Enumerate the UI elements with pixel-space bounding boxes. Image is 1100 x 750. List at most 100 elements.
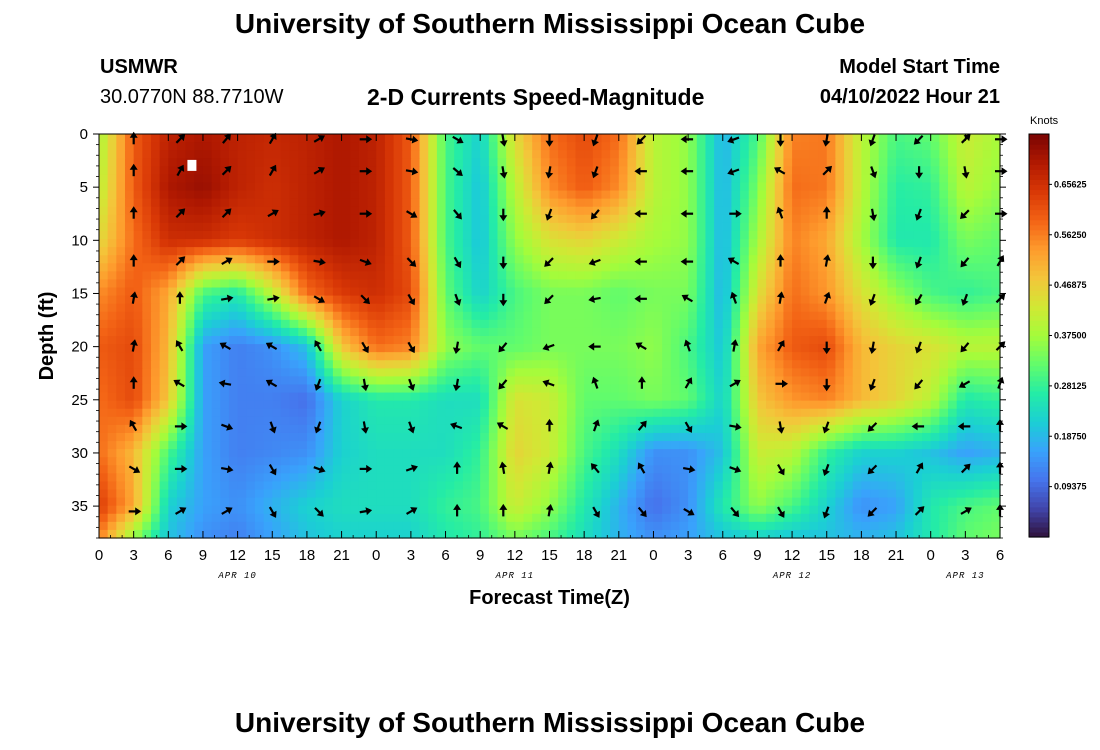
heat-cell — [428, 376, 438, 386]
heat-cell — [644, 190, 655, 200]
heat-cell — [662, 311, 672, 321]
heat-cell — [575, 287, 585, 297]
heat-cell — [358, 263, 369, 272]
heat-cell — [826, 384, 836, 394]
heat-cell — [298, 465, 308, 474]
heat-cell — [844, 230, 854, 240]
heat-cell — [540, 271, 551, 281]
heat-cell — [384, 158, 395, 167]
heat-cell — [436, 230, 447, 240]
heat-cell — [965, 295, 975, 305]
heat-cell — [887, 376, 897, 386]
heat-cell — [341, 416, 351, 426]
heat-cell — [185, 287, 195, 297]
heat-cell — [436, 311, 447, 321]
heat-cell — [939, 263, 949, 272]
heat-cell — [185, 182, 195, 192]
heat-cell — [419, 344, 429, 353]
heat-cell — [402, 271, 412, 281]
heat-cell — [497, 206, 507, 216]
heat-cell — [844, 336, 854, 345]
heat-cell — [142, 497, 152, 507]
heat-cell — [688, 198, 698, 208]
heat-cell — [575, 360, 585, 369]
heat-cell — [679, 230, 689, 240]
heat-cell — [523, 206, 533, 216]
heat-cell — [835, 158, 845, 167]
heat-cell — [636, 465, 646, 474]
heat-cell — [471, 505, 481, 515]
heat-cell — [991, 336, 1001, 345]
heat-cell — [662, 344, 672, 353]
heat-cell — [826, 190, 836, 200]
heat-cell — [480, 505, 490, 515]
heat-cell — [575, 449, 585, 458]
heat-cell — [566, 513, 577, 523]
heat-cell — [896, 392, 906, 402]
heat-cell — [610, 384, 620, 394]
heat-cell — [731, 449, 741, 458]
heat-cell — [246, 206, 256, 216]
heat-cell — [107, 416, 117, 426]
heat-cell — [679, 327, 689, 337]
heat-cell — [99, 400, 109, 410]
heat-cell — [948, 230, 958, 240]
heat-cell — [315, 505, 325, 515]
heat-cell — [818, 271, 828, 281]
heat-cell — [766, 287, 776, 297]
heat-cell — [506, 336, 516, 345]
heat-cell — [280, 319, 291, 329]
heat-cell — [913, 279, 923, 289]
heat-cell — [818, 303, 828, 313]
heat-cell — [731, 505, 741, 515]
heat-cell — [922, 222, 932, 232]
heat-cell — [878, 408, 888, 418]
heat-cell — [592, 239, 603, 248]
heat-cell — [124, 360, 135, 369]
heat-cell — [194, 279, 204, 289]
heat-cell — [124, 230, 135, 240]
heat-cell — [324, 441, 334, 450]
heat-cell — [228, 449, 239, 458]
heat-cell — [263, 255, 273, 264]
heat-cell — [644, 513, 655, 523]
heat-cell — [124, 303, 135, 313]
heat-cell — [514, 513, 525, 523]
heat-cell — [644, 287, 655, 297]
heat-cell — [566, 222, 577, 232]
heat-cell — [748, 142, 759, 151]
heat-cell — [818, 311, 828, 321]
heat-cell — [428, 311, 438, 321]
heat-cell — [818, 481, 828, 491]
heat-cell — [133, 182, 143, 192]
heat-cell — [462, 481, 473, 491]
heat-cell — [107, 400, 117, 410]
heat-cell — [592, 198, 603, 208]
heat-cell — [644, 174, 655, 184]
heat-cell — [194, 319, 204, 329]
heat-cell — [948, 497, 958, 507]
heat-cell — [298, 400, 308, 410]
heat-cell — [159, 279, 169, 289]
heat-cell — [610, 376, 620, 386]
heat-cell — [991, 489, 1001, 499]
heat-cell — [263, 400, 273, 410]
heat-cell — [133, 360, 143, 369]
heat-cell — [748, 134, 759, 143]
heat-cell — [168, 222, 178, 232]
heat-cell — [636, 230, 646, 240]
heat-cell — [948, 513, 958, 523]
heat-cell — [462, 239, 473, 248]
heat-cell — [887, 222, 897, 232]
heat-cell — [965, 198, 975, 208]
heat-cell — [688, 230, 698, 240]
heat-cell — [792, 214, 802, 224]
heat-cell — [662, 303, 672, 313]
heat-cell — [237, 174, 247, 184]
heat-cell — [982, 182, 992, 192]
heat-cell — [497, 457, 507, 466]
heat-cell — [194, 182, 204, 192]
heat-cell — [315, 473, 325, 483]
heat-cell — [393, 457, 403, 466]
heat-cell — [202, 441, 213, 450]
